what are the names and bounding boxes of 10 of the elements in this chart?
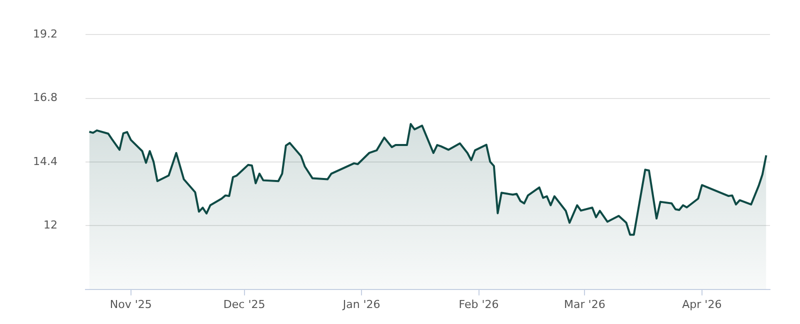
y-tick-label: 14.4 (32, 154, 58, 168)
x-tick-label: Nov '25 (110, 298, 152, 311)
y-tick-label: 19.2 (32, 27, 58, 40)
x-tick-label: Dec '25 (223, 298, 266, 311)
y-tick-label: 16.8 (32, 91, 58, 104)
x-tick-label: Feb '26 (458, 298, 499, 311)
y-tick-label: 12 (43, 218, 58, 232)
x-tick-label: Apr '26 (682, 298, 722, 311)
x-tick-label: Mar '26 (564, 298, 606, 311)
x-tick-label: Jan '26 (342, 298, 380, 311)
